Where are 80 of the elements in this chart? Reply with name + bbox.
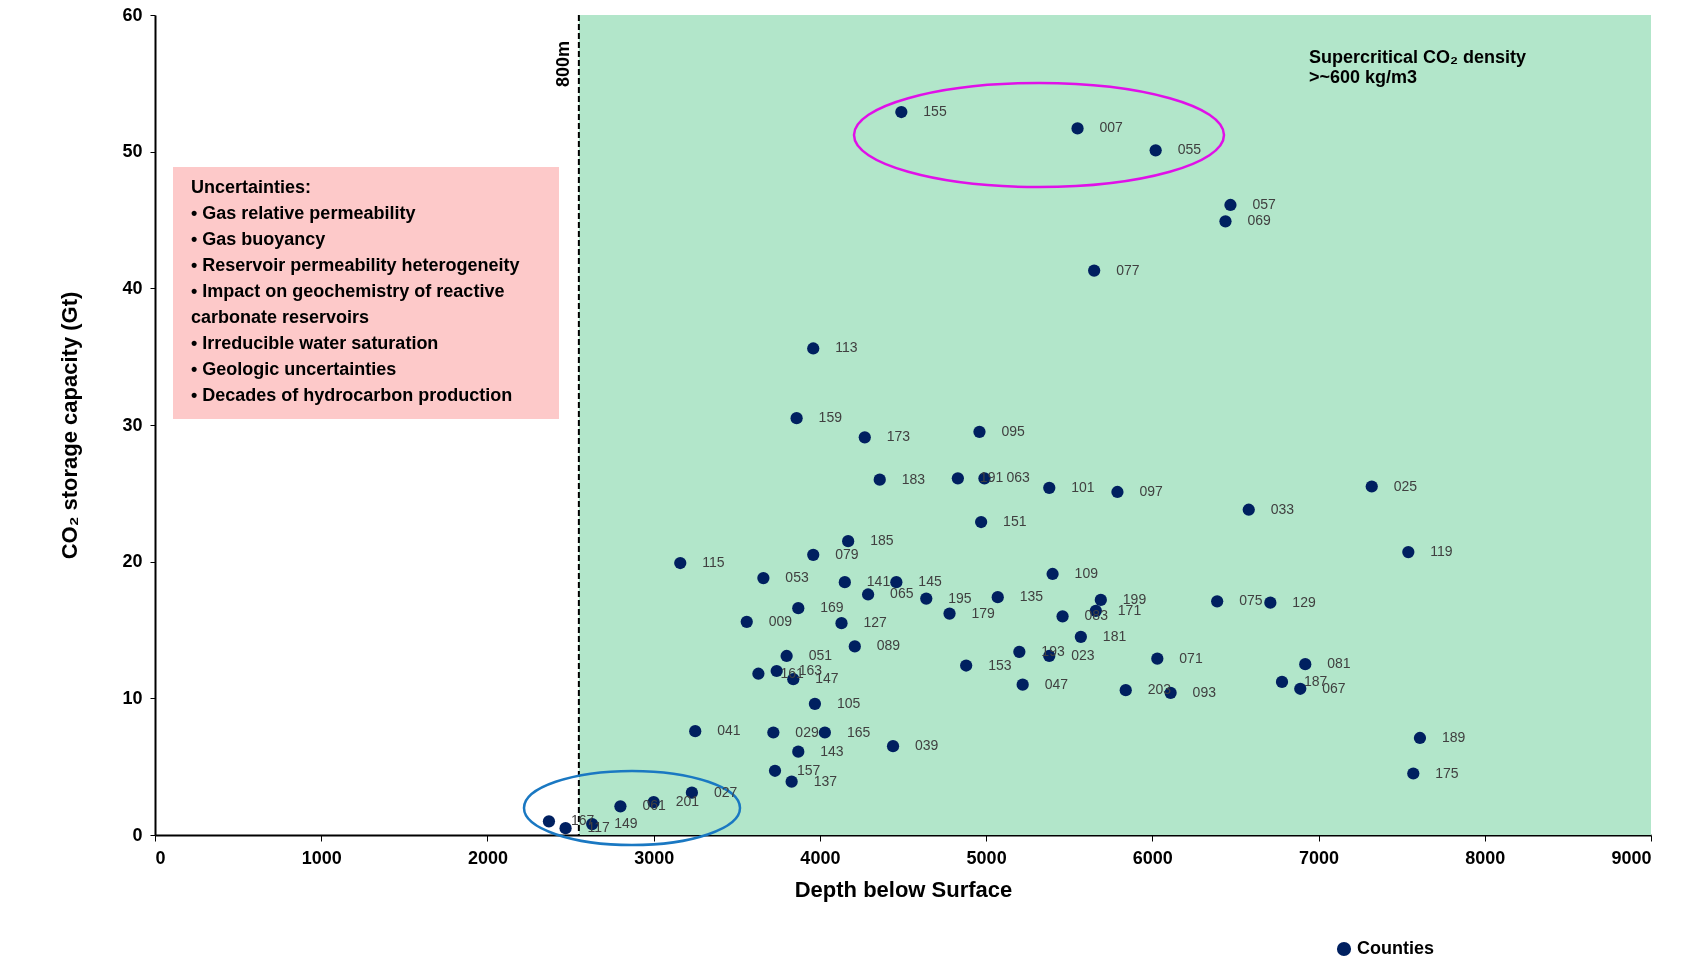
x-tick-label: 0 (155, 847, 166, 868)
annotation: 097 (1139, 482, 1163, 499)
annotation: 201 (675, 793, 700, 810)
annotation: 055 (1177, 141, 1202, 158)
annotation: 185 (870, 532, 894, 549)
annotation: 113 (835, 339, 858, 356)
x-tick-label: 6000 (1132, 847, 1173, 868)
annotation: 041 (717, 722, 741, 739)
annotation: 079 (835, 545, 859, 562)
y-tick-label: 50 (122, 141, 143, 162)
y-tick-label: 60 (122, 4, 143, 25)
annotation: 009 (768, 612, 793, 629)
annotation: 071 (1179, 649, 1203, 666)
annotation: 051 (808, 646, 833, 663)
annotation: 165 (846, 723, 871, 740)
annotation: 093 (1192, 683, 1217, 700)
annotation: 095 (1001, 422, 1026, 439)
annotation: 083 (1084, 607, 1109, 624)
annotation: 183 (901, 470, 926, 487)
legend-label: Counties (1357, 938, 1435, 958)
y-tick-label: 40 (122, 277, 143, 298)
annotation: 151 (1003, 513, 1027, 530)
annotation: 065 (890, 585, 914, 602)
y-tick-label: 0 (132, 824, 143, 845)
annotation: 175 (1435, 764, 1459, 781)
annotation: 203 (1147, 681, 1172, 698)
x-tick-label: 9000 (1611, 847, 1652, 868)
annotation: 063 (1006, 469, 1031, 486)
x-tick-label: 8000 (1465, 847, 1506, 868)
x-axis-title: Depth below Surface (794, 876, 1013, 902)
x-tick-label: 1000 (301, 847, 342, 868)
y-tick-label: 10 (122, 687, 143, 708)
annotation: 129 (1292, 593, 1316, 610)
x-tick-label: 5000 (966, 847, 1007, 868)
y-tick-label: 20 (122, 551, 143, 572)
annotation: 193 (1041, 642, 1065, 659)
annotation: 057 (1252, 195, 1277, 212)
annotation: 061 (642, 797, 666, 814)
annotation: 007 (1099, 119, 1124, 136)
annotation: 159 (818, 409, 843, 426)
annotation: 119 (1430, 543, 1453, 560)
annotation: 025 (1393, 477, 1418, 494)
x-tick-label: 7000 (1299, 847, 1340, 868)
annotation: 089 (876, 637, 901, 654)
annotation: 077 (1116, 261, 1140, 278)
ref-line-label: 800m (552, 41, 573, 88)
annotation: 105 (836, 694, 861, 711)
annotation: 127 (863, 614, 888, 631)
annotation: 149 (614, 815, 638, 832)
x-tick-label: 3000 (634, 847, 675, 868)
y-tick-label: 30 (122, 414, 143, 435)
x-tick-label: 4000 (800, 847, 841, 868)
annotation: 153 (988, 656, 1012, 673)
y-axis-title: CO₂ storage capacity (Gt) (57, 291, 83, 560)
annotation: 145 (918, 573, 942, 590)
annotation: 081 (1327, 655, 1351, 672)
annotation: 143 (820, 742, 844, 759)
annotation: 033 (1270, 500, 1295, 517)
annotation: 109 (1074, 564, 1099, 581)
annotation: 189 (1441, 728, 1466, 745)
annotation: 135 (1019, 588, 1044, 605)
annotation: 069 (1247, 212, 1272, 229)
annotation: 039 (915, 737, 939, 754)
annotation: 101 (1071, 478, 1095, 495)
band-label: Supercritical CO₂ density >~600 kg/m3 (1309, 47, 1527, 87)
annotation: 173 (886, 428, 911, 445)
annotation: 181 (1102, 627, 1127, 644)
annotation: 023 (1071, 646, 1095, 663)
annotation: 141 (866, 573, 891, 590)
annotation: 029 (795, 723, 819, 740)
text: Uncertainties: • Gas relative permeability • Gas buoyancy • Reservoir permeability heterogeneity • Impact on geochemistry of reactive carbonate reservoirs • Irreducible water saturation • Geologic uncertainties • Decades of hydrocarbon production (191, 177, 520, 405)
x-tick-label: 2000 (467, 847, 508, 868)
annotation: 115 (702, 554, 725, 571)
annotation: 169 (820, 599, 844, 616)
annotation: 075 (1239, 592, 1263, 609)
annotation: 179 (971, 604, 996, 621)
annotation: 047 (1044, 675, 1069, 692)
annotation: 155 (923, 103, 947, 120)
annotation: 053 (785, 569, 809, 586)
annotation: 195 (948, 589, 972, 606)
